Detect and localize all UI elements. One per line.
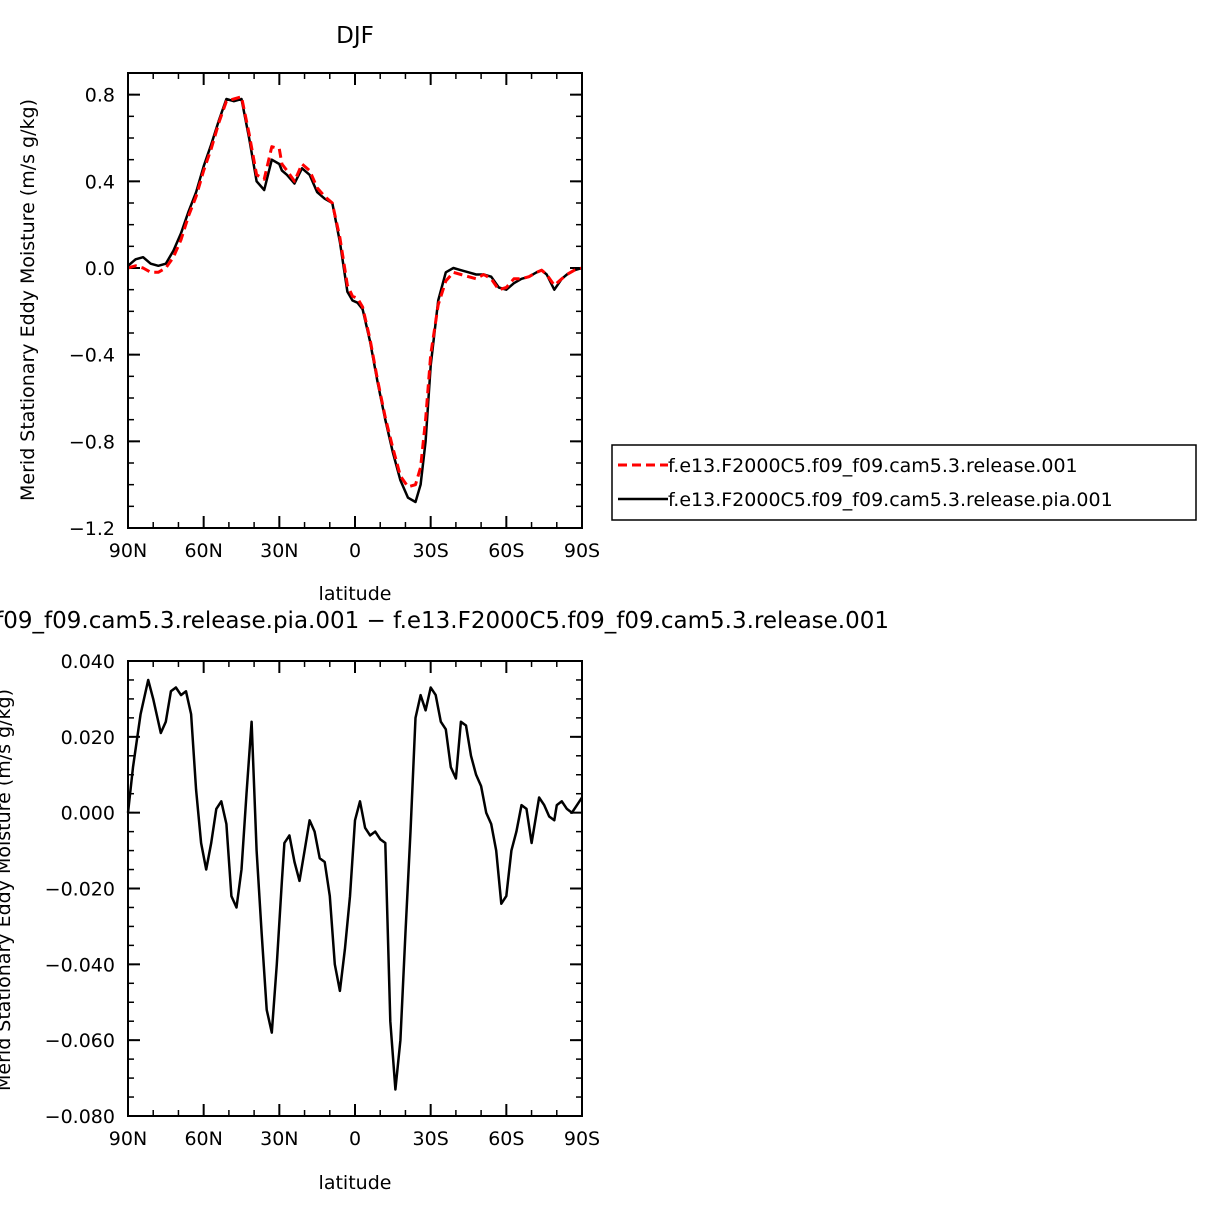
top-y-tick-label: −1.2 xyxy=(69,518,115,540)
legend: f.e13.F2000C5.f09_f09.cam5.3.release.001… xyxy=(611,444,1197,521)
bottom-x-tick-label: 30S xyxy=(413,1128,449,1150)
top-x-tick-label: 90N xyxy=(109,540,147,562)
top-y-tick-label: −0.8 xyxy=(69,431,115,453)
bottom-y-tick-label: −0.080 xyxy=(45,1106,115,1128)
bottom-series-line-0 xyxy=(126,678,584,1091)
top-y-tick-label: 0.8 xyxy=(85,85,115,107)
bottom-y-tick-label: 0.020 xyxy=(61,727,115,749)
bottom-panel-frame xyxy=(127,660,583,1117)
bottom-panel-title: f.e13.F2000C5.f09_f09.cam5.3.release.pia… xyxy=(0,608,889,634)
bottom-panel-y-axis-label: Merid Stationary Eddy Moisture (m/s g/kg… xyxy=(0,689,15,1091)
legend-label-pia: f.e13.F2000C5.f09_f09.cam5.3.release.pia… xyxy=(668,489,1113,511)
top-x-tick-label: 0 xyxy=(349,540,361,562)
bottom-panel: f.e13.F2000C5.f09_f09.cam5.3.release.pia… xyxy=(0,608,889,1194)
top-panel-ticks: 90N 60N 30N 0 30S 60S 90S 0.8 0.4 0.0 −0.4 −0.8 −1.2 xyxy=(69,72,600,562)
top-x-tick-label: 60N xyxy=(184,540,222,562)
top-panel-y-axis-label: Merid Stationary Eddy Moisture (m/s g/kg… xyxy=(17,99,39,501)
top-x-tick-label: 30S xyxy=(413,540,449,562)
top-panel-series xyxy=(127,95,583,504)
bottom-x-tick-label: 60N xyxy=(184,1128,222,1150)
bottom-panel-series xyxy=(126,678,584,1091)
top-panel-title: DJF xyxy=(336,23,374,49)
top-y-tick-label: −0.4 xyxy=(69,345,115,367)
top-series-line-0 xyxy=(127,95,583,489)
top-panel: DJF Merid Stationary Eddy Moisture (m/s … xyxy=(17,23,600,605)
bottom-y-tick-label: −0.020 xyxy=(45,879,115,901)
legend-label-release: f.e13.F2000C5.f09_f09.cam5.3.release.001 xyxy=(668,455,1078,477)
legend-box xyxy=(611,444,1197,521)
bottom-y-tick-label: −0.060 xyxy=(45,1030,115,1052)
top-y-tick-label: 0.4 xyxy=(85,171,115,193)
bottom-x-tick-label: 60S xyxy=(488,1128,524,1150)
top-x-tick-label: 90S xyxy=(564,540,600,562)
bottom-x-tick-label: 90N xyxy=(109,1128,147,1150)
top-x-tick-label: 30N xyxy=(260,540,298,562)
top-series-line-1 xyxy=(127,97,583,504)
bottom-y-tick-label: −0.040 xyxy=(45,954,115,976)
bottom-x-tick-label: 30N xyxy=(260,1128,298,1150)
bottom-panel-x-axis-label: latitude xyxy=(319,1172,392,1194)
top-panel-frame xyxy=(127,72,583,529)
top-panel-x-axis-label: latitude xyxy=(319,583,392,605)
bottom-y-tick-label: 0.000 xyxy=(61,803,115,825)
bottom-x-tick-label: 90S xyxy=(564,1128,600,1150)
top-x-tick-label: 60S xyxy=(488,540,524,562)
bottom-x-tick-label: 0 xyxy=(349,1128,361,1150)
bottom-y-tick-label: 0.040 xyxy=(61,651,115,673)
top-y-tick-label: 0.0 xyxy=(85,258,115,280)
